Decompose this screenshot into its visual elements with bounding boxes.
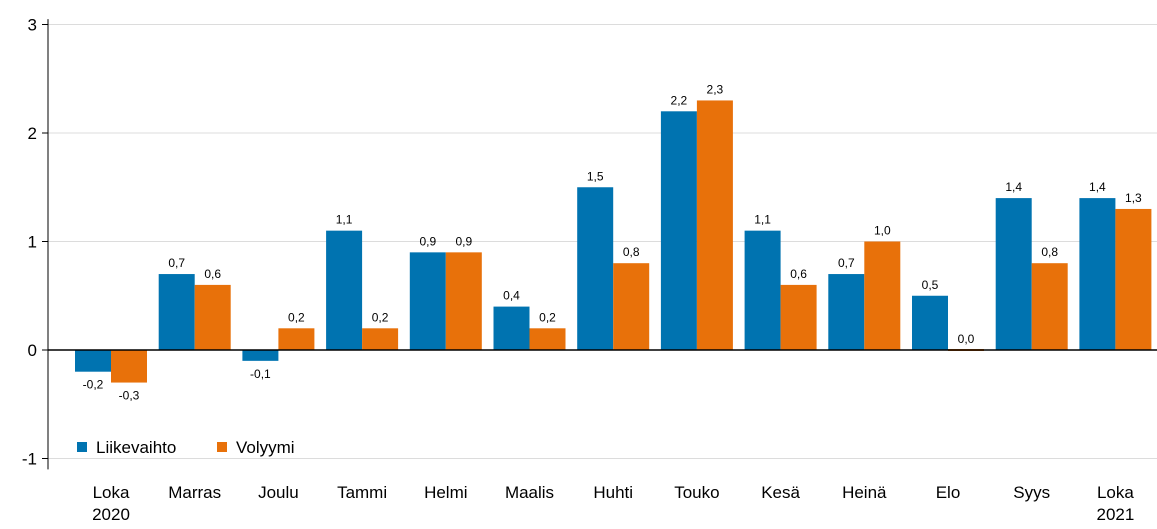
data-label: 0,8 bbox=[623, 245, 640, 259]
data-label: 0,9 bbox=[419, 234, 436, 248]
bar-volyymi bbox=[445, 252, 482, 350]
bar-liikevaihto bbox=[995, 198, 1032, 350]
data-label: 1,3 bbox=[1125, 191, 1142, 205]
x-tick-label: Helmi bbox=[424, 483, 467, 502]
data-label: 0,7 bbox=[168, 256, 185, 270]
x-tick-label: Syys bbox=[1013, 483, 1050, 502]
data-label: 1,1 bbox=[336, 213, 353, 227]
legend-label: Volyymi bbox=[236, 438, 295, 457]
bar-liikevaihto bbox=[493, 306, 530, 350]
data-label: 0,7 bbox=[838, 256, 855, 270]
bar-volyymi bbox=[194, 284, 231, 350]
bar-volyymi bbox=[613, 263, 650, 350]
x-tick-label: 2021 bbox=[1096, 505, 1134, 524]
x-tick-label: Maalis bbox=[505, 483, 554, 502]
bar-volyymi bbox=[1031, 263, 1068, 350]
y-tick-label: 2 bbox=[28, 124, 37, 143]
bar-liikevaihto bbox=[660, 111, 697, 350]
bar-liikevaihto bbox=[828, 274, 865, 350]
data-label: 0,9 bbox=[455, 234, 472, 248]
x-tick-label: Loka bbox=[93, 483, 130, 502]
bar-volyymi bbox=[529, 328, 566, 350]
bars bbox=[75, 100, 1152, 383]
legend-swatch-liikevaihto bbox=[77, 442, 87, 452]
data-label: 0,8 bbox=[1041, 245, 1058, 259]
x-tick-label: Elo bbox=[936, 483, 961, 502]
data-label: 0,0 bbox=[958, 332, 975, 346]
data-label: 1,5 bbox=[587, 169, 604, 183]
data-labels: -0,2 0,7 -0,1 1,1 0,9 0,4 1,5 2,2 1,1 0,7 0,5 1,4 1,… bbox=[83, 82, 1142, 402]
data-label: -0,1 bbox=[250, 367, 271, 381]
data-label: 0,2 bbox=[372, 310, 389, 324]
x-tick-label: 2020 bbox=[92, 505, 130, 524]
x-tick-label: Loka bbox=[1097, 483, 1134, 502]
y-tick-label: -1 bbox=[22, 450, 37, 469]
data-label: -0,3 bbox=[119, 389, 140, 403]
data-label: -0,2 bbox=[83, 378, 104, 392]
bar-liikevaihto bbox=[577, 187, 614, 350]
x-tick-label: Touko bbox=[674, 483, 719, 502]
x-tick-label: Huhti bbox=[593, 483, 633, 502]
bar-liikevaihto bbox=[158, 274, 195, 350]
y-tick-label: 3 bbox=[28, 16, 37, 35]
x-tick-label: Heinä bbox=[842, 483, 887, 502]
y-tick-label: 0 bbox=[28, 341, 37, 360]
x-axis-labels: Loka 2020 Marras Joulu Tammi Helmi Maalis Huhti… bbox=[92, 483, 1134, 524]
data-label: 1,4 bbox=[1005, 180, 1022, 194]
bar-volyymi bbox=[1115, 208, 1152, 350]
data-label: 0,2 bbox=[539, 310, 556, 324]
bar-volyymi bbox=[780, 284, 817, 350]
bar-volyymi bbox=[696, 100, 733, 350]
data-label: 1,1 bbox=[754, 213, 771, 227]
bar-liikevaihto bbox=[242, 350, 279, 361]
y-axis: 3 2 1 0 -1 bbox=[22, 16, 49, 470]
x-tick-label: Kesä bbox=[761, 483, 800, 502]
x-tick-label: Tammi bbox=[337, 483, 387, 502]
data-label: 0,6 bbox=[790, 267, 807, 281]
bar-volyymi bbox=[864, 241, 901, 350]
bar-volyymi bbox=[362, 328, 399, 350]
bar-liikevaihto bbox=[326, 230, 363, 350]
bar-liikevaihto bbox=[409, 252, 446, 350]
bar-liikevaihto bbox=[1079, 198, 1116, 350]
bar-liikevaihto bbox=[75, 350, 111, 372]
data-label: 1,4 bbox=[1089, 180, 1106, 194]
data-label: 0,4 bbox=[503, 289, 520, 303]
x-tick-label: Marras bbox=[168, 483, 221, 502]
y-tick-label: 1 bbox=[28, 233, 37, 252]
data-label: 0,6 bbox=[204, 267, 221, 281]
bar-liikevaihto bbox=[744, 230, 781, 350]
bar-liikevaihto bbox=[912, 295, 948, 350]
data-label: 0,2 bbox=[288, 310, 305, 324]
data-label: 0,5 bbox=[922, 278, 939, 292]
bar-volyymi bbox=[111, 350, 147, 383]
legend-swatch-volyymi bbox=[217, 442, 227, 452]
data-label: 1,0 bbox=[874, 224, 891, 238]
data-label: 2,2 bbox=[671, 93, 688, 107]
legend-label: Liikevaihto bbox=[96, 438, 176, 457]
bar-volyymi bbox=[278, 328, 315, 350]
legend: Liikevaihto Volyymi bbox=[77, 438, 295, 457]
data-label: 2,3 bbox=[707, 82, 724, 96]
x-tick-label: Joulu bbox=[258, 483, 299, 502]
